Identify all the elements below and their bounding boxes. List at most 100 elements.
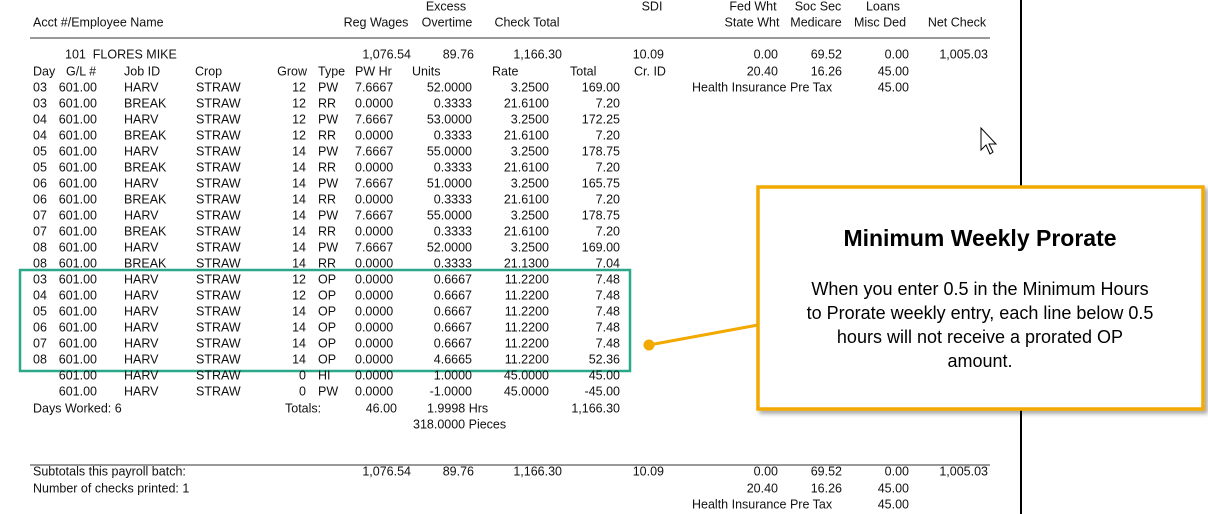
amount: 20.40: [747, 481, 778, 495]
column-heading: State Wht: [725, 15, 780, 29]
detail-cell: 0.3333: [434, 160, 472, 174]
detail-cell: 0.3333: [434, 128, 472, 142]
detail-cell: OP: [318, 304, 336, 318]
deduction-amount: 45.00: [878, 80, 909, 94]
detail-cell: 0: [299, 368, 306, 382]
detail-cell: 7.6667: [355, 144, 393, 158]
detail-cell: 03: [33, 80, 47, 94]
detail-cell: 169.00: [582, 240, 620, 254]
detail-cell: 14: [292, 224, 306, 238]
connector: [648, 323, 759, 347]
detail-cell: 3.2500: [511, 80, 549, 94]
detail-cell: HARV: [124, 144, 159, 158]
detail-cell: HARV: [124, 368, 159, 382]
detail-cell: OP: [318, 352, 336, 366]
detail-cell: 06: [33, 320, 47, 334]
detail-cell: 7.20: [596, 128, 620, 142]
detail-cell: OP: [318, 336, 336, 350]
detail-cell: 0.3333: [434, 224, 472, 238]
detail-cell: -1.0000: [430, 384, 472, 398]
detail-cell: 06: [33, 176, 47, 190]
detail-cell: 0.0000: [355, 304, 393, 318]
detail-cell: 3.2500: [511, 144, 549, 158]
detail-cell: 7.48: [596, 320, 620, 334]
totals-value: 46.00: [366, 401, 397, 415]
detail-cell: 14: [292, 336, 306, 350]
detail-cell: 7.6667: [355, 208, 393, 222]
detail-cell: 7.6667: [355, 176, 393, 190]
deduction-label: Health Insurance Pre Tax: [692, 497, 833, 511]
detail-cell: 178.75: [582, 144, 620, 158]
detail-cell: 53.0000: [427, 112, 472, 126]
employee-name: 101 FLORES MIKE: [65, 47, 177, 61]
detail-cell: BREAK: [124, 160, 167, 174]
detail-cell: STRAW: [196, 144, 241, 158]
detail-cell: 7.04: [596, 256, 620, 270]
detail-cell: 14: [292, 320, 306, 334]
detail-cell: 14: [292, 256, 306, 270]
column-heading: Excess: [426, 0, 466, 13]
detail-cell: 12: [292, 288, 306, 302]
amount: 1,005.03: [939, 464, 988, 478]
detail-cell: PW: [318, 112, 338, 126]
detail-cell: 52.0000: [427, 80, 472, 94]
callout-text: hours will not receive a prorated OP: [837, 327, 1123, 347]
detail-cell: 0.0000: [355, 96, 393, 110]
detail-cell: 4.6665: [434, 352, 472, 366]
detail-cell: 0.0000: [355, 272, 393, 286]
detail-cell: 11.2200: [505, 336, 549, 350]
detail-cell: 601.00: [59, 144, 97, 158]
detail-heading: Grow: [277, 64, 308, 78]
detail-cell: 0.6667: [434, 320, 472, 334]
detail-cell: 7.20: [596, 224, 620, 238]
deduction-amount: 45.00: [878, 497, 909, 511]
detail-cell: BREAK: [124, 256, 167, 270]
detail-cell: 7.48: [596, 304, 620, 318]
detail-heading: Job ID: [124, 64, 160, 78]
amount: 89.76: [443, 47, 474, 61]
detail-cell: OP: [318, 272, 336, 286]
detail-cell: 7.6667: [355, 80, 393, 94]
amount: 69.52: [811, 464, 842, 478]
detail-cell: 601.00: [59, 288, 97, 302]
detail-cell: 52.36: [589, 352, 620, 366]
detail-cell: 3.2500: [511, 112, 549, 126]
detail-cell: 51.0000: [427, 176, 472, 190]
detail-cell: 0.0000: [355, 160, 393, 174]
detail-cell: 45.0000: [504, 384, 549, 398]
detail-cell: 0.6667: [434, 272, 472, 286]
detail-cell: HARV: [124, 320, 159, 334]
detail-cell: HARV: [124, 272, 159, 286]
detail-cell: 601.00: [59, 176, 97, 190]
detail-cell: 178.75: [582, 208, 620, 222]
column-heading: Medicare: [790, 15, 841, 29]
highlight-box: [18, 268, 632, 373]
detail-cell: 14: [292, 208, 306, 222]
detail-cell: RR: [318, 96, 336, 110]
detail-cell: 601.00: [59, 336, 97, 350]
detail-cell: 08: [33, 352, 47, 366]
detail-cell: 0.0000: [355, 288, 393, 302]
detail-cell: 14: [292, 160, 306, 174]
detail-cell: 0.0000: [355, 384, 393, 398]
detail-cell: 3.2500: [511, 176, 549, 190]
detail-cell: 05: [33, 160, 47, 174]
detail-cell: STRAW: [196, 240, 241, 254]
detail-cell: 12: [292, 96, 306, 110]
totals-value: 1,166.30: [571, 401, 620, 415]
amount: 16.26: [811, 481, 842, 495]
amount: 1,076.54: [362, 47, 411, 61]
column-heading: Misc Ded: [854, 15, 906, 29]
detail-cell: 0.3333: [434, 96, 472, 110]
detail-cell: 08: [33, 240, 47, 254]
amount: 0.00: [885, 47, 909, 61]
column-heading: Soc Sec: [795, 0, 842, 13]
detail-cell: 601.00: [59, 112, 97, 126]
detail-cell: STRAW: [196, 336, 241, 350]
amount: 0.00: [885, 464, 909, 478]
detail-cell: 0.0000: [355, 224, 393, 238]
amount: 0.00: [754, 47, 778, 61]
detail-cell: STRAW: [196, 272, 241, 286]
callout-text: to Prorate weekly entry, each line below…: [807, 303, 1154, 323]
detail-cell: BREAK: [124, 224, 167, 238]
